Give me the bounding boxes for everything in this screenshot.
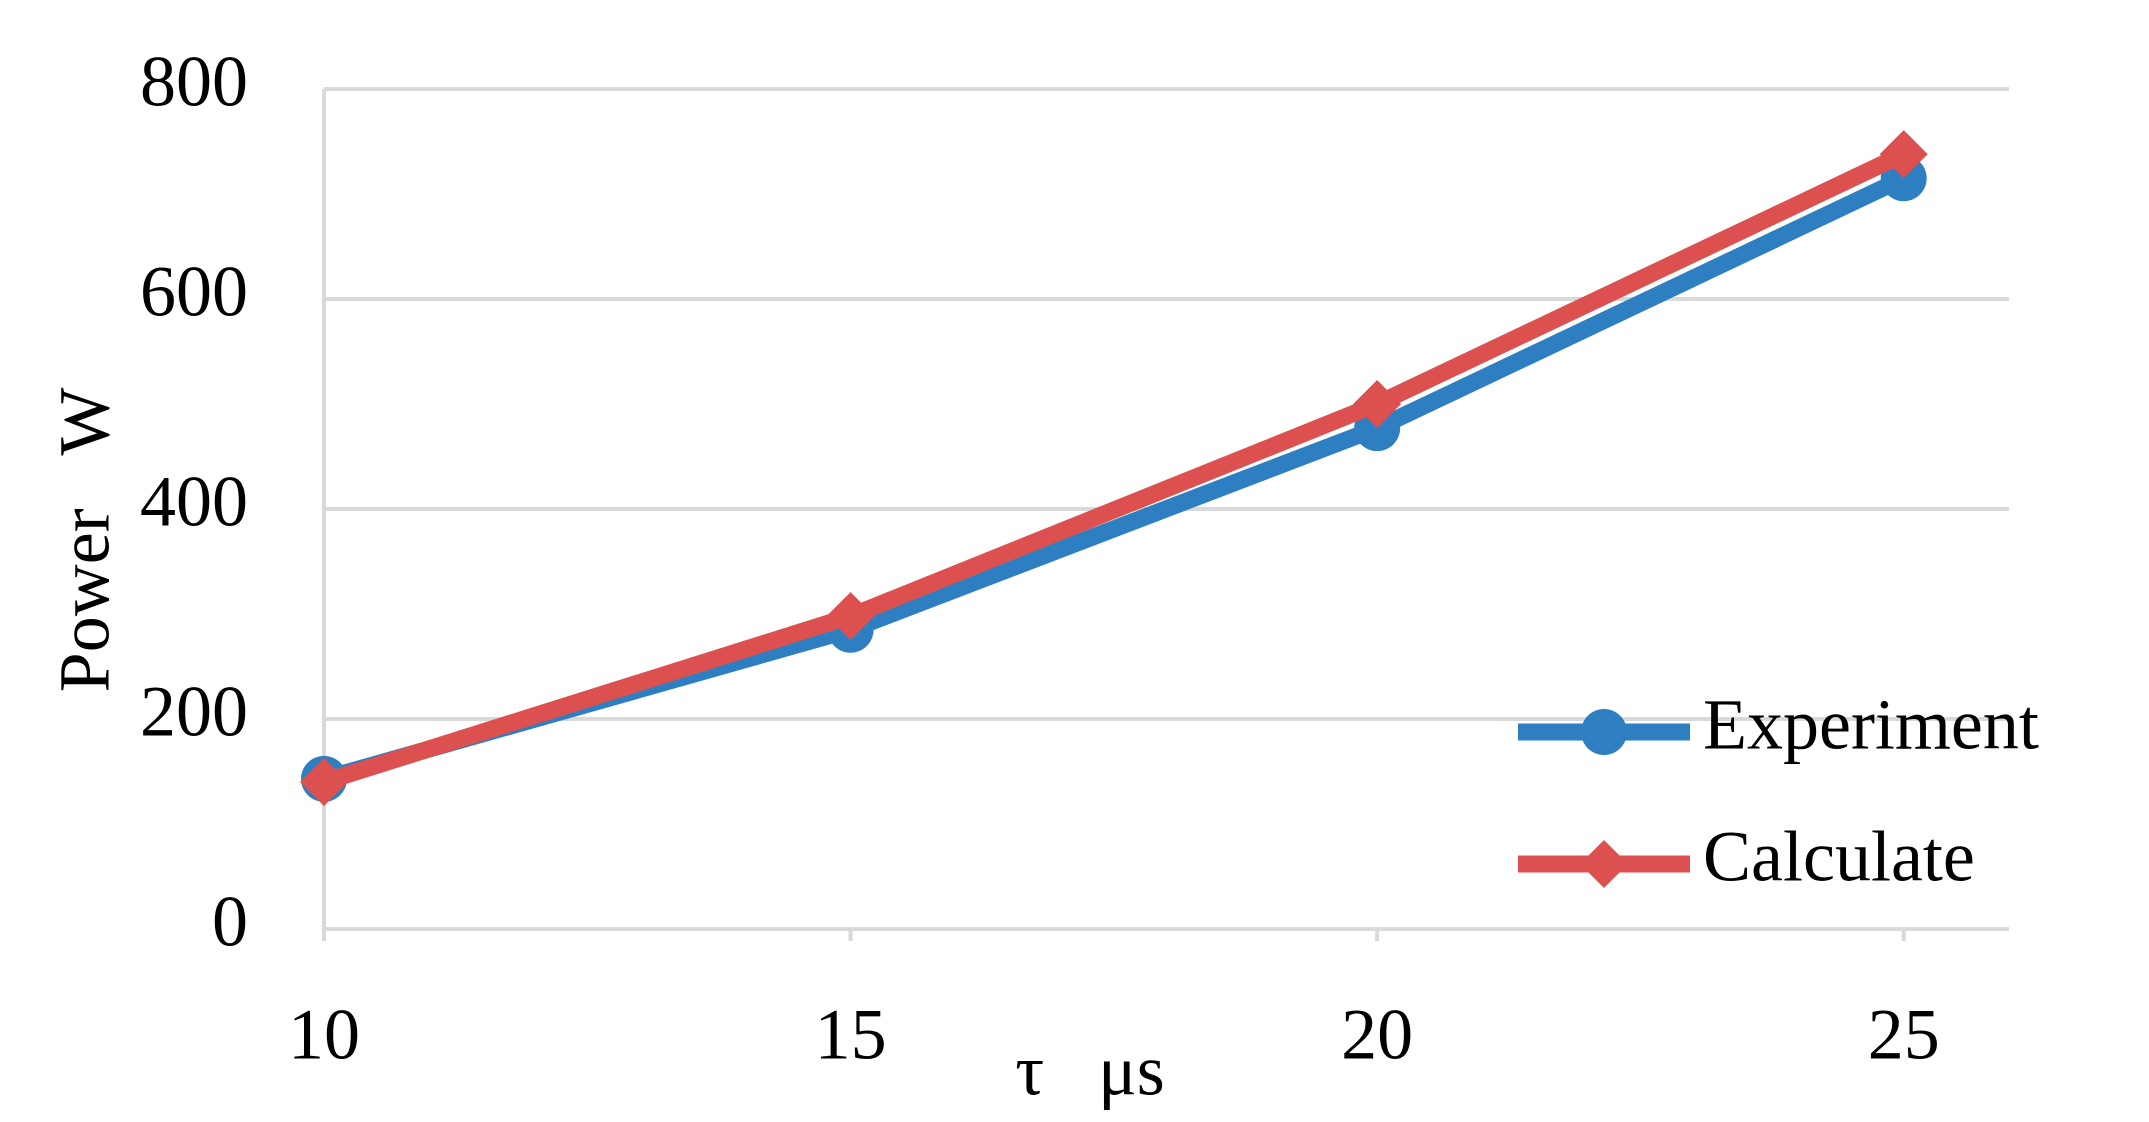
y-axis-label: Power W xyxy=(45,388,125,693)
y-tick-label: 600 xyxy=(140,252,248,332)
legend-marker xyxy=(1581,709,1627,755)
x-axis-label: τ μs xyxy=(1015,1031,1165,1111)
legend-label: Experiment xyxy=(1703,685,2039,765)
legend-label: Calculate xyxy=(1703,817,1975,897)
legend-marker xyxy=(1580,840,1628,888)
x-tick-label: 10 xyxy=(288,995,360,1075)
data-point xyxy=(1879,130,1928,179)
y-tick-label: 0 xyxy=(212,882,248,962)
y-tick-label: 200 xyxy=(140,672,248,752)
series-line xyxy=(321,146,1908,791)
x-tick-label: 15 xyxy=(815,995,887,1075)
y-tick-label: 800 xyxy=(140,42,248,122)
y-tick-label: 400 xyxy=(140,462,248,542)
x-tick-label: 20 xyxy=(1341,995,1413,1075)
x-tick-label: 25 xyxy=(1868,995,1940,1075)
data-point xyxy=(300,758,348,806)
data-point xyxy=(1353,380,1402,428)
data-point xyxy=(826,592,875,641)
